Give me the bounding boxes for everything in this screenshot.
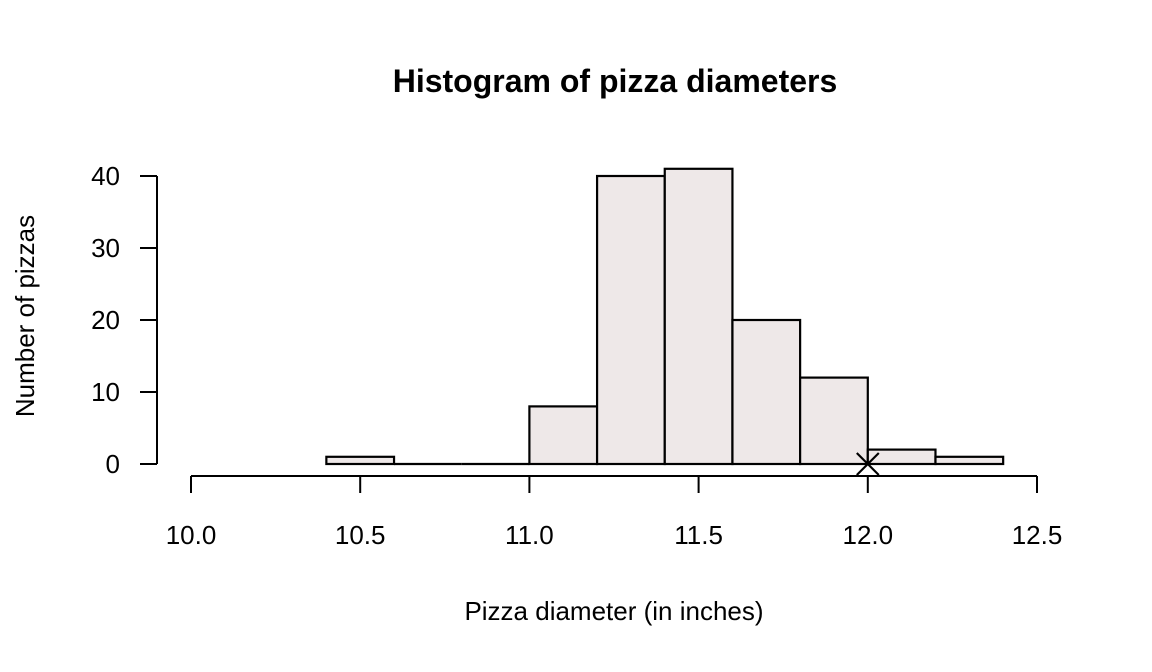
x-tick-label: 12.5 [1012,520,1063,550]
histogram-bar [866,448,937,466]
histogram-bar [325,455,396,466]
x-tick-label: 10.0 [166,520,217,550]
histogram-bar [799,376,869,466]
y-axis: 0 10 20 30 40 [91,161,158,479]
histogram-bar [934,455,1005,466]
x-tick-label: 12.0 [842,520,893,550]
histogram-bars [325,167,1005,466]
y-tick-label: 10 [91,377,120,407]
y-tick-label: 40 [91,161,120,191]
annotations [856,452,880,476]
histogram-bar [595,174,666,466]
histogram-bar [731,318,802,466]
x-axis-label: Pizza diameter (in inches) [464,596,763,626]
histogram-bar [528,405,599,466]
y-tick-label: 20 [91,305,120,335]
chart-title: Histogram of pizza diameters [393,63,838,99]
x-axis: 10.0 10.5 11.0 11.5 12.0 12.5 [166,475,1063,550]
y-axis-label: Number of pizzas [10,215,40,417]
x-tick-label: 11.5 [674,520,723,550]
x-tick-label: 10.5 [335,520,386,550]
x-marker-icon [856,452,880,476]
histogram-bar [663,167,734,466]
y-tick-label: 30 [91,233,120,263]
y-tick-label: 0 [106,449,120,479]
x-tick-label: 11.0 [505,520,554,550]
